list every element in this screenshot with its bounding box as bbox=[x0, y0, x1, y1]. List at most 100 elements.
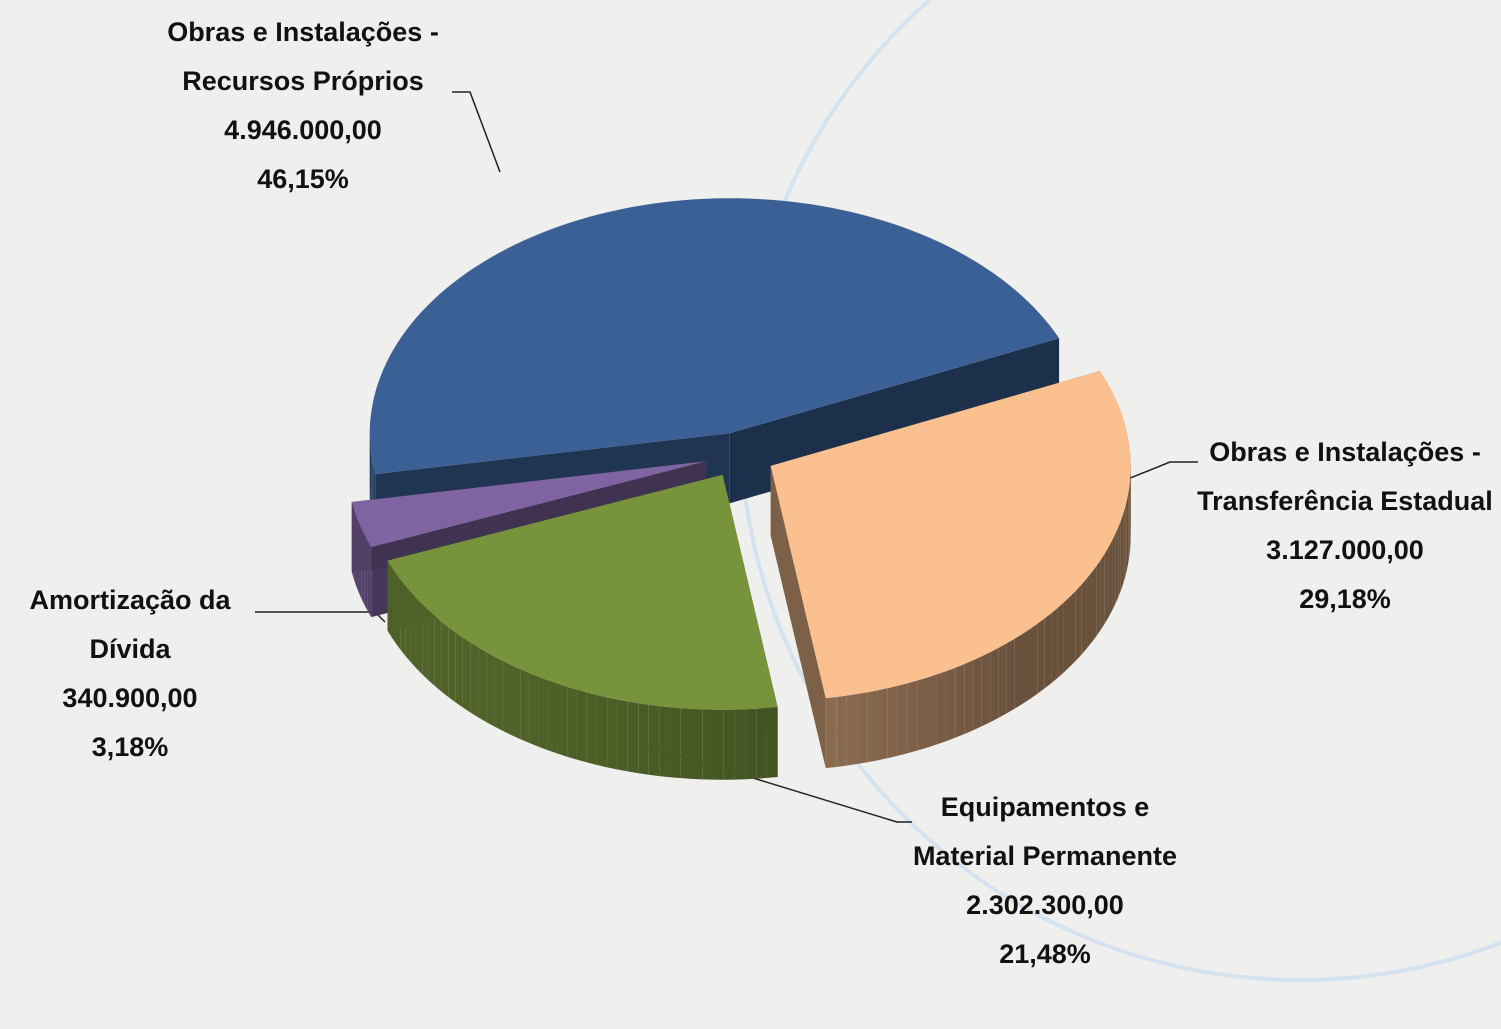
percent-label: 21,48% bbox=[913, 930, 1178, 979]
slice-side bbox=[1044, 613, 1051, 688]
slice-side bbox=[973, 656, 982, 730]
slice-side bbox=[422, 604, 428, 680]
slice-side bbox=[659, 706, 670, 777]
slice-side bbox=[577, 690, 587, 763]
slice-side bbox=[486, 652, 494, 727]
value-label: 4.946.000,00 bbox=[143, 106, 463, 155]
slice-side bbox=[1101, 554, 1105, 630]
slice-side bbox=[361, 528, 364, 604]
slice-side bbox=[990, 648, 998, 722]
slice-side bbox=[1112, 534, 1115, 611]
value-label: 340.900,00 bbox=[5, 674, 255, 723]
slice-side bbox=[867, 690, 877, 762]
slice-side bbox=[1127, 493, 1128, 570]
data-label: Obras e Instalações - Transferência Esta… bbox=[1195, 428, 1495, 624]
slice-side bbox=[756, 708, 767, 779]
slice-side bbox=[702, 709, 713, 779]
slice-side bbox=[503, 661, 512, 735]
slice-name: Amortização da Dívida bbox=[5, 576, 255, 674]
slice-side bbox=[1128, 486, 1129, 563]
slice-side bbox=[1087, 573, 1092, 649]
slice-side bbox=[401, 580, 406, 656]
slice-name: Obras e Instalações - Transferência Esta… bbox=[1195, 428, 1495, 526]
slice-side bbox=[358, 522, 361, 598]
slice-side bbox=[1076, 585, 1082, 661]
slice-side bbox=[735, 709, 746, 779]
slice-side bbox=[917, 678, 927, 751]
slice-side bbox=[1051, 608, 1058, 683]
slice-side bbox=[1121, 514, 1123, 591]
slice-side bbox=[448, 627, 455, 702]
slice-side bbox=[1015, 634, 1023, 709]
slice-side bbox=[908, 681, 918, 754]
slice-side bbox=[681, 708, 692, 779]
slice-side bbox=[857, 692, 867, 764]
slice-side bbox=[724, 710, 735, 780]
slice-side bbox=[406, 586, 411, 662]
slice-side bbox=[463, 637, 471, 712]
slice-side bbox=[745, 709, 756, 780]
slice-side bbox=[1118, 521, 1121, 598]
slice-side bbox=[1123, 507, 1125, 584]
slice-side bbox=[494, 657, 502, 731]
slice-side bbox=[767, 707, 778, 778]
slice-side bbox=[548, 680, 558, 753]
slice-side bbox=[441, 621, 448, 696]
slice-side bbox=[1109, 541, 1113, 618]
slice-side bbox=[713, 710, 724, 780]
page: (() => { const data = JSON.parse(documen… bbox=[0, 0, 1501, 1029]
slice-side bbox=[388, 561, 392, 638]
slice-side bbox=[411, 592, 417, 668]
slice-side bbox=[847, 694, 857, 766]
slice-side bbox=[356, 515, 359, 592]
slice-side bbox=[1064, 597, 1070, 673]
slice-side bbox=[628, 701, 638, 773]
slice-side bbox=[354, 509, 356, 586]
percent-label: 3,18% bbox=[5, 723, 255, 772]
slice-side bbox=[352, 502, 354, 579]
slice-side bbox=[512, 665, 521, 739]
slice-side bbox=[1070, 591, 1076, 667]
slice-side bbox=[1115, 527, 1118, 604]
slice-side bbox=[587, 692, 597, 765]
slice-side bbox=[416, 598, 422, 674]
slice-side bbox=[1092, 566, 1097, 642]
slice-side bbox=[826, 697, 836, 768]
slice-side bbox=[670, 707, 681, 778]
pie bbox=[352, 198, 1131, 779]
slice-side bbox=[1081, 579, 1086, 655]
slice-side bbox=[1007, 639, 1015, 714]
slice-side bbox=[435, 616, 442, 692]
slice-side bbox=[478, 647, 486, 722]
slice-side bbox=[638, 703, 649, 775]
slice-side bbox=[470, 642, 478, 717]
slice-side bbox=[1022, 629, 1029, 704]
slice-side bbox=[539, 677, 548, 751]
slice-side bbox=[1058, 602, 1064, 678]
slice-side bbox=[1129, 479, 1130, 556]
data-label: Obras e Instalações - Recursos Próprios4… bbox=[143, 8, 463, 204]
slice-side bbox=[1037, 619, 1044, 694]
slice-side bbox=[557, 684, 567, 757]
slice-side bbox=[1030, 624, 1037, 699]
slice-side bbox=[396, 574, 401, 650]
slice-side bbox=[999, 643, 1007, 717]
slice-side bbox=[878, 688, 888, 760]
slice-side bbox=[691, 709, 702, 780]
slice-side bbox=[392, 567, 396, 643]
percent-label: 46,15% bbox=[143, 155, 463, 204]
slice-side bbox=[955, 664, 964, 738]
slice-side bbox=[617, 699, 627, 771]
slice-side bbox=[649, 705, 660, 776]
slice-side bbox=[597, 695, 607, 767]
slice-side bbox=[529, 673, 538, 747]
slice-side bbox=[836, 696, 846, 767]
percent-label: 29,18% bbox=[1195, 575, 1495, 624]
slice-side bbox=[607, 697, 617, 769]
slice-side bbox=[368, 541, 372, 617]
value-label: 2.302.300,00 bbox=[913, 881, 1178, 930]
slice-side bbox=[455, 632, 462, 707]
slice-side bbox=[964, 660, 973, 734]
